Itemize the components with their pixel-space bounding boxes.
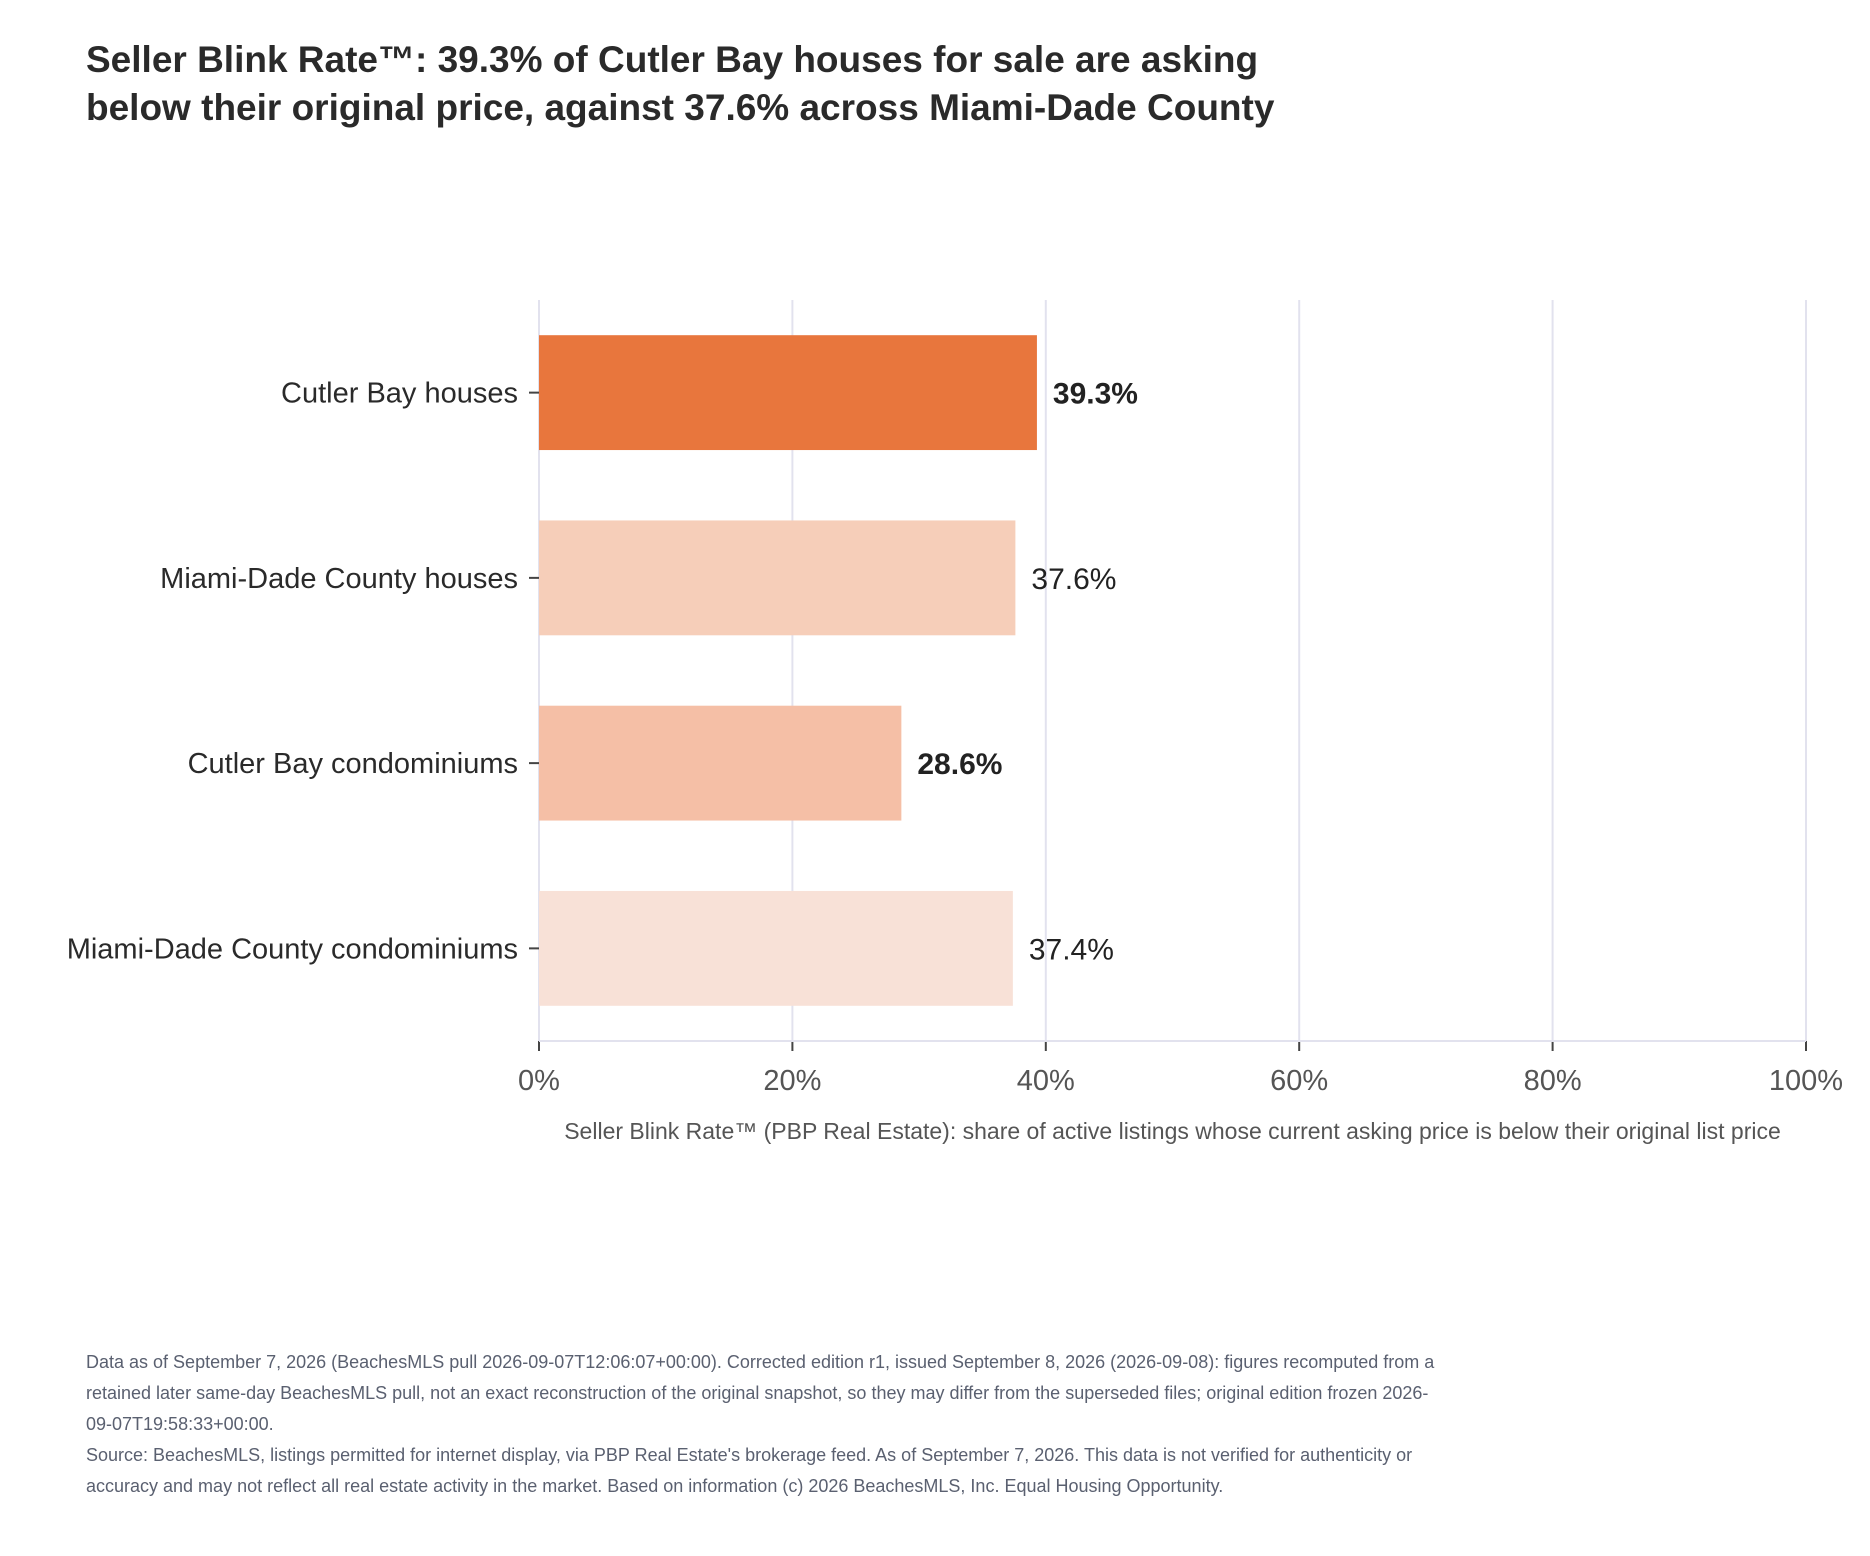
- labels: 0% 20% 40% 60% 80% 100% Cutler Bay houses 39.3%…: [67, 378, 1843, 1097]
- category-label: Miami-Dade County houses: [160, 563, 518, 595]
- x-tick-label: 60%: [1270, 1065, 1328, 1097]
- bar: [539, 520, 1016, 636]
- bar: [539, 335, 1037, 451]
- axes: [529, 391, 1807, 1051]
- data-note: Data as of September 7, 2026 (BeachesMLS…: [86, 1352, 1435, 1434]
- x-tick-label: 20%: [763, 1065, 821, 1097]
- x-axis-label: Seller Blink Rate™ (PBP Real Estate): sh…: [564, 1118, 1781, 1144]
- bar: [539, 890, 1013, 1006]
- source-note: Source: BeachesMLS, listings permitted f…: [86, 1445, 1413, 1496]
- category-label: Cutler Bay condominiums: [188, 748, 518, 780]
- value-label: 37.4%: [1029, 933, 1114, 966]
- x-tick-label: 40%: [1017, 1065, 1075, 1097]
- chart-title: Seller Blink Rate™: 39.3% of Cutler Bay …: [86, 36, 1586, 132]
- footnotes: Data as of September 7, 2026 (BeachesMLS…: [86, 1347, 1436, 1502]
- x-tick-label: 80%: [1524, 1065, 1582, 1097]
- category-label: Miami-Dade County condominiums: [67, 933, 518, 965]
- chart-title-line-1: Seller Blink Rate™: 39.3% of Cutler Bay …: [86, 39, 1259, 80]
- value-label: 39.3%: [1053, 378, 1138, 411]
- bar-chart: 0% 20% 40% 60% 80% 100% Cutler Bay houses 39.3%…: [67, 300, 1843, 1144]
- value-label: 28.6%: [917, 748, 1002, 781]
- chart-title-line-2: below their original price, against 37.6…: [86, 87, 1275, 128]
- bar: [539, 705, 902, 821]
- bars: [539, 335, 1037, 1006]
- value-label: 37.6%: [1031, 563, 1116, 596]
- category-label: Cutler Bay houses: [281, 378, 518, 410]
- x-tick-label: 100%: [1769, 1065, 1843, 1097]
- x-tick-label: 0%: [518, 1065, 560, 1097]
